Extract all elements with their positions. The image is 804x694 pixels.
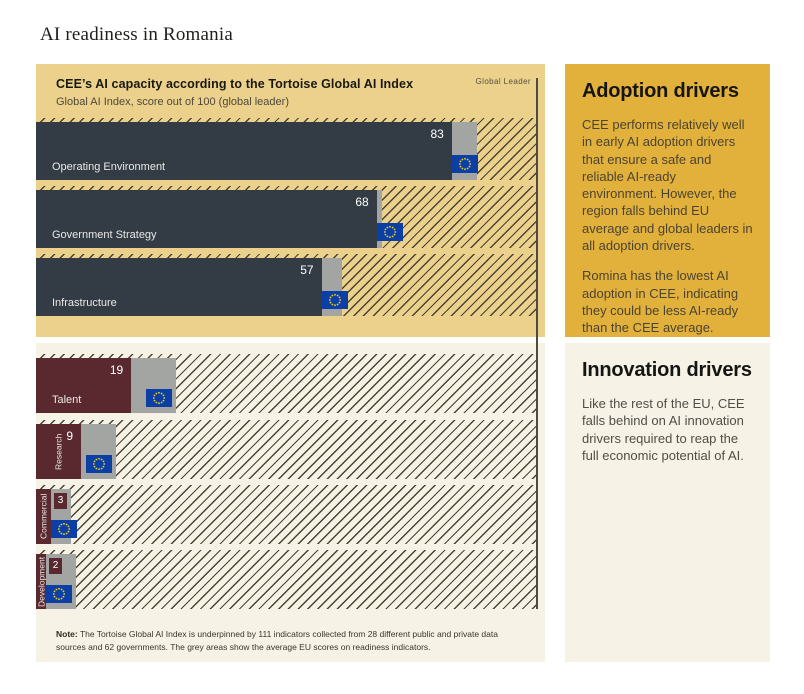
bar-category-label: Government Strategy (52, 229, 157, 241)
bar-value-label: 83 (430, 127, 444, 141)
score-bar (36, 489, 51, 544)
chart-subtitle: Global AI Index, score out of 100 (globa… (56, 96, 289, 108)
sidebar-innovation-paragraph: Like the rest of the EU, CEE falls behin… (582, 396, 745, 463)
chart-note-text: The Tortoise Global AI Index is underpin… (56, 629, 498, 652)
global-leader-hatch-area (36, 420, 537, 479)
bar-value-label: 68 (355, 195, 369, 209)
eu-flag-icon (376, 222, 403, 241)
bar-category-label: Talent (52, 394, 82, 406)
bar-value-label: 19 (109, 363, 124, 377)
global-leader-line (536, 78, 538, 609)
bar-value-chip: 2 (49, 558, 62, 574)
bar-value-label: 9 (66, 429, 74, 443)
bar-category-label: Research (53, 433, 64, 470)
bar-category-label: Infrastructure (52, 297, 117, 309)
global-leader-hatch-area (36, 550, 537, 609)
global-leader-hatch-area (36, 485, 537, 544)
sidebar-adoption-paragraph: CEE performs relatively well in early AI… (582, 117, 753, 253)
eu-flag-icon (451, 154, 478, 173)
bar-value-label: 57 (300, 263, 314, 277)
sidebar-adoption-panel: Adoption drivers CEE performs relatively… (565, 64, 770, 337)
sidebar-innovation-panel: Innovation drivers Like the rest of the … (565, 343, 770, 662)
score-bar (36, 358, 132, 413)
chart-title: CEE’s AI capacity according to the Torto… (56, 77, 414, 91)
score-bar (36, 122, 452, 180)
score-bar (36, 424, 82, 479)
bar-category-label: Operating Environment (52, 161, 166, 173)
eu-flag-icon (51, 519, 77, 538)
eu-flag-icon (146, 388, 173, 407)
chart-note-label: Note: (56, 629, 78, 639)
bar-category-label: Commercial (38, 493, 49, 540)
chart-note: Note: The Tortoise Global AI Index is un… (56, 628, 530, 654)
sidebar-adoption-heading: Adoption drivers (582, 80, 739, 102)
global-leader-label: Global Leader (475, 77, 531, 86)
score-bar (36, 554, 46, 609)
score-bar (36, 258, 322, 316)
bar-value-chip: 3 (54, 493, 67, 509)
eu-flag-icon (46, 584, 73, 603)
sidebar-adoption-paragraph: Romina has the lowest AI adoption in CEE… (582, 268, 739, 336)
sidebar-innovation-heading: Innovation drivers (582, 359, 752, 381)
chart-header: CEE’s AI capacity according to the Torto… (36, 64, 545, 108)
score-bar (36, 190, 377, 248)
eu-flag-icon (321, 290, 348, 309)
eu-flag-icon (86, 454, 113, 473)
page-title: AI readiness in Romania (40, 24, 233, 45)
